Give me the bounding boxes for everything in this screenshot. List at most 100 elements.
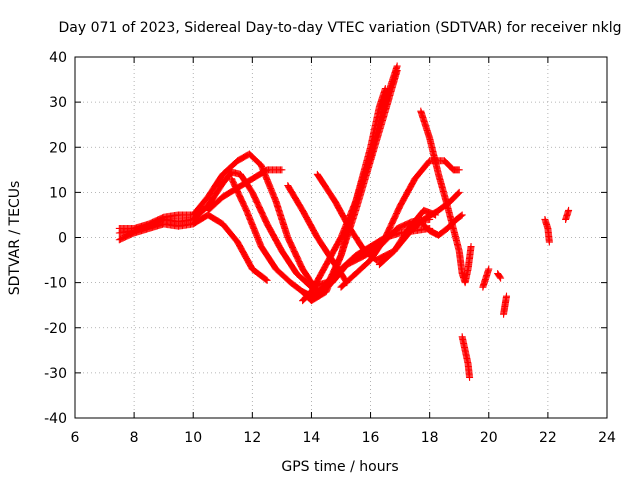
data-point bbox=[497, 274, 505, 282]
data-point bbox=[287, 279, 306, 295]
data-point bbox=[130, 220, 152, 232]
data-point bbox=[189, 203, 211, 223]
x-tick-label: 14 bbox=[303, 430, 321, 446]
data-point bbox=[189, 212, 211, 228]
y-tick-label: 20 bbox=[49, 140, 67, 156]
series-track-m bbox=[414, 211, 466, 239]
y-tick-label: 30 bbox=[49, 95, 67, 111]
x-tick-label: 16 bbox=[362, 430, 380, 446]
data-point bbox=[204, 211, 226, 227]
data-point bbox=[381, 85, 389, 93]
data-point bbox=[458, 333, 469, 353]
axis-ticks: 6 8 10 12 14 16 18 20 22 24 -40 -30 -20 -10 0 10 20 30 40 bbox=[44, 50, 616, 446]
data-point bbox=[387, 63, 401, 88]
data-point bbox=[352, 257, 374, 278]
data-point bbox=[375, 248, 397, 269]
data-point bbox=[189, 194, 211, 219]
data-point bbox=[367, 235, 389, 264]
data-point bbox=[278, 247, 300, 276]
data-point bbox=[204, 194, 226, 214]
data-point bbox=[461, 346, 472, 366]
data-point bbox=[219, 220, 241, 245]
y-tick-label: -40 bbox=[44, 411, 67, 427]
data-point bbox=[378, 81, 395, 115]
data-point bbox=[545, 238, 553, 246]
data-point bbox=[367, 108, 386, 160]
series-track-q bbox=[500, 292, 511, 318]
data-point bbox=[393, 218, 415, 232]
data-point bbox=[284, 182, 306, 213]
data-point bbox=[263, 220, 285, 254]
data-point bbox=[248, 188, 271, 227]
x-tick-label: 10 bbox=[184, 430, 202, 446]
grid bbox=[75, 57, 607, 418]
data-point bbox=[331, 197, 353, 231]
data-point bbox=[466, 373, 474, 381]
data-point bbox=[307, 262, 330, 296]
data-point bbox=[396, 176, 418, 210]
data-point bbox=[219, 158, 241, 178]
data-point bbox=[337, 271, 359, 291]
data-point bbox=[346, 224, 368, 254]
data-point bbox=[393, 62, 401, 70]
x-tick-label: 8 bbox=[130, 430, 139, 446]
data-point bbox=[411, 158, 433, 183]
data-point bbox=[375, 86, 389, 111]
series-track-r bbox=[541, 215, 553, 246]
x-axis-label: GPS time / hours bbox=[281, 459, 398, 475]
data-point bbox=[464, 360, 473, 380]
data-point bbox=[381, 203, 404, 241]
data-point bbox=[278, 166, 286, 174]
data-point bbox=[461, 266, 472, 287]
x-tick-label: 12 bbox=[243, 430, 261, 446]
y-tick-label: -30 bbox=[44, 366, 67, 382]
data-point bbox=[299, 206, 321, 240]
x-tick-label: 22 bbox=[539, 430, 557, 446]
data-point bbox=[284, 234, 306, 272]
data-point bbox=[248, 167, 270, 183]
y-tick-label: -20 bbox=[44, 321, 67, 337]
data-point bbox=[245, 150, 264, 168]
data-point bbox=[452, 212, 465, 223]
data-point bbox=[299, 289, 315, 305]
data-point bbox=[443, 216, 459, 232]
plot-points bbox=[115, 62, 573, 381]
data-point bbox=[435, 225, 450, 239]
data-point bbox=[544, 224, 553, 245]
series-track-p bbox=[494, 270, 505, 282]
x-tick-label: 6 bbox=[71, 430, 80, 446]
y-axis-label: SDTVAR / TECUs bbox=[7, 181, 23, 296]
data-point bbox=[272, 197, 291, 240]
data-point bbox=[242, 206, 265, 249]
data-point bbox=[228, 175, 250, 213]
data-point bbox=[565, 206, 573, 214]
data-point bbox=[458, 211, 466, 219]
data-point bbox=[440, 157, 456, 173]
data-point bbox=[257, 243, 279, 272]
series-track-s bbox=[562, 206, 573, 223]
data-point bbox=[455, 166, 463, 174]
data-point bbox=[435, 170, 451, 209]
data-point bbox=[426, 134, 442, 177]
data-point bbox=[417, 107, 433, 141]
series-track-d bbox=[204, 166, 286, 214]
data-point bbox=[204, 180, 226, 210]
data-point bbox=[414, 215, 433, 234]
data-point bbox=[307, 288, 329, 305]
data-point bbox=[494, 270, 504, 281]
data-point bbox=[390, 230, 412, 255]
data-point bbox=[467, 243, 475, 251]
data-point bbox=[313, 170, 338, 204]
data-point bbox=[455, 188, 463, 196]
series-track-l bbox=[417, 107, 475, 287]
y-tick-label: 0 bbox=[58, 231, 67, 247]
chart-title: Day 071 of 2023, Sidereal Day-to-day VTE… bbox=[59, 20, 622, 36]
data-point bbox=[503, 292, 511, 300]
series-track-n bbox=[458, 333, 474, 381]
series-track-o bbox=[479, 265, 493, 291]
series-track-j bbox=[337, 157, 463, 291]
data-point bbox=[485, 265, 493, 273]
data-point bbox=[263, 276, 271, 284]
y-tick-label: 10 bbox=[49, 185, 67, 201]
